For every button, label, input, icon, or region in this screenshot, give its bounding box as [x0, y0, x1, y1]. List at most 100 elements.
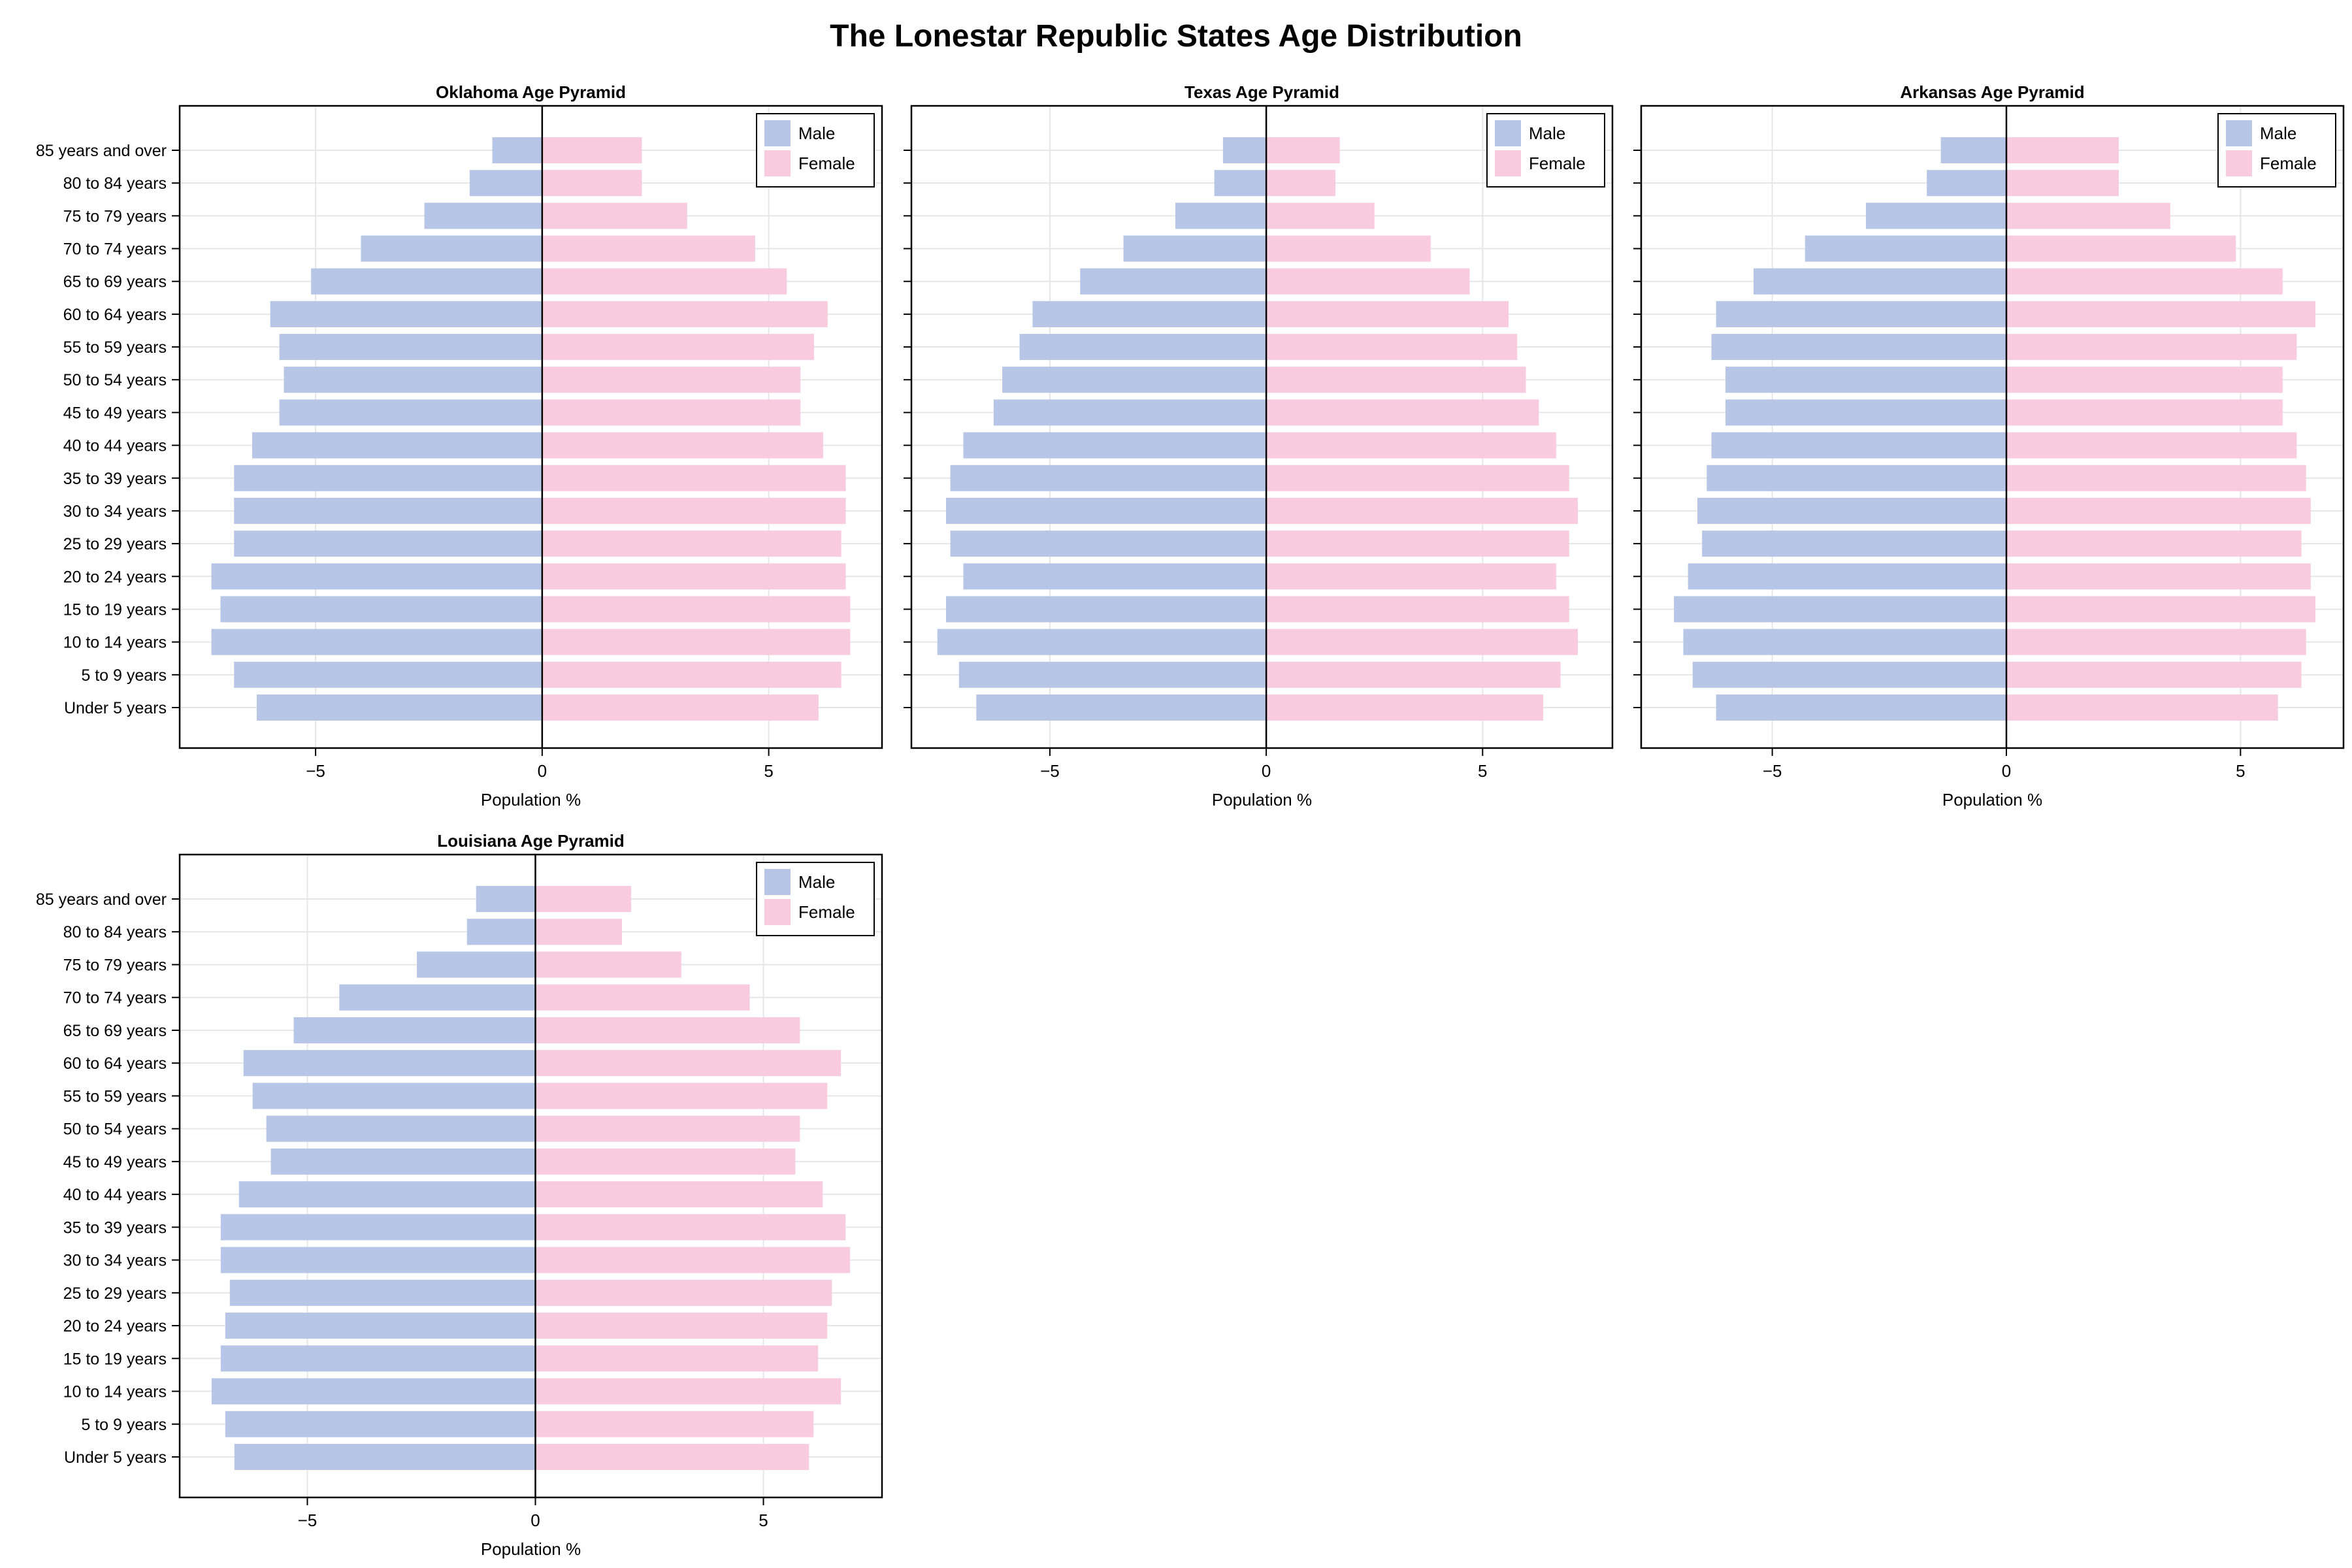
bar-male — [229, 1279, 536, 1306]
bar-male — [220, 596, 542, 623]
bar-male — [958, 661, 1267, 688]
bar-female — [2006, 694, 2278, 721]
y-tick-label: 30 to 34 years — [63, 1252, 167, 1270]
bar-male — [1019, 334, 1267, 361]
bar-male — [225, 1313, 536, 1339]
bar-female — [535, 1017, 800, 1043]
legend-label-female: Female — [1529, 154, 1586, 173]
bar-female — [1266, 367, 1526, 393]
bar-female — [2006, 432, 2297, 459]
bar-male — [945, 497, 1267, 524]
bar-male — [220, 1247, 536, 1273]
bar-male — [279, 399, 542, 426]
y-tick-label: 70 to 74 years — [63, 989, 167, 1007]
bar-female — [1266, 497, 1578, 524]
bar-male — [469, 170, 542, 197]
bar-female — [1266, 170, 1336, 197]
plot-frame — [1640, 105, 2345, 749]
bar-female — [1266, 301, 1509, 327]
bar-male — [1674, 596, 2006, 623]
bar-female — [1266, 203, 1375, 229]
y-tick-label: Under 5 years — [64, 699, 167, 717]
bar-male — [1754, 268, 2006, 295]
bar-female — [542, 661, 841, 688]
bar-female — [535, 886, 632, 912]
bar-female — [542, 301, 828, 327]
bar-female — [1266, 235, 1431, 262]
bar-male — [1805, 235, 2006, 262]
bar-female — [542, 268, 787, 295]
bar-male — [1707, 465, 2006, 491]
y-tick-label: 20 to 24 years — [63, 1317, 167, 1335]
bar-female — [2006, 137, 2119, 163]
legend-swatch-male — [1495, 120, 1521, 146]
x-axis-label: Population % — [481, 1539, 581, 1559]
panel-arkansas: Arkansas Age Pyramid −5 0 5 Population % Male… — [1633, 82, 2345, 809]
bar-male — [311, 268, 542, 295]
y-tick-label: 20 to 24 years — [63, 568, 167, 586]
bar-female — [535, 1313, 828, 1339]
bar-female — [542, 203, 687, 229]
bar-male — [211, 563, 542, 590]
y-tick-label: 75 to 79 years — [63, 207, 167, 225]
bar-male — [1725, 367, 2006, 393]
x-tick-label: 0 — [531, 1511, 540, 1530]
legend-label-female: Female — [2260, 154, 2317, 173]
bar-male — [466, 919, 536, 945]
legend: Male Female — [756, 113, 875, 188]
bar-male — [976, 694, 1267, 721]
x-tick-label: 0 — [538, 761, 547, 781]
bar-female — [542, 137, 642, 163]
bar-female — [1266, 465, 1569, 491]
bar-male — [1175, 203, 1267, 229]
y-tick-label: 55 to 59 years — [63, 338, 167, 357]
y-tick-label: 5 to 9 years — [81, 666, 167, 685]
bar-female — [542, 465, 846, 491]
legend-swatch-female — [764, 150, 791, 176]
bar-female — [1266, 399, 1539, 426]
legend-label-female: Female — [798, 154, 855, 173]
y-tick-label: 10 to 14 years — [63, 1383, 167, 1401]
legend: Male Female — [2217, 113, 2336, 188]
bar-male — [1711, 334, 2006, 361]
bar-male — [476, 886, 536, 912]
y-tick-label: 60 to 64 years — [63, 306, 167, 324]
plot-frame — [910, 105, 1614, 749]
x-tick-label: 5 — [764, 761, 773, 781]
legend-label-male: Male — [2260, 123, 2296, 143]
bar-male — [1080, 268, 1267, 295]
bar-female — [1266, 432, 1556, 459]
bar-male — [225, 1411, 536, 1437]
bar-female — [2006, 563, 2311, 590]
bar-male — [238, 1181, 536, 1208]
x-tick-label: 5 — [1478, 761, 1487, 781]
y-tick-label: 75 to 79 years — [63, 956, 167, 974]
bar-female — [2006, 170, 2119, 197]
y-tick-label: 80 to 84 years — [63, 923, 167, 941]
panel-title: Louisiana Age Pyramid — [437, 831, 625, 851]
x-tick-label: −5 — [1763, 761, 1782, 781]
bar-female — [535, 1378, 841, 1405]
bar-male — [211, 629, 542, 655]
y-tick-label: 25 to 29 years — [63, 1284, 167, 1303]
plot-frame — [178, 853, 883, 1499]
bar-male — [220, 1214, 536, 1241]
bar-male — [293, 1017, 536, 1043]
bar-female — [1266, 661, 1561, 688]
legend-label-male: Male — [1529, 123, 1565, 143]
bar-female — [1266, 596, 1569, 623]
bar-male — [1692, 661, 2006, 688]
y-tick-label: 65 to 69 years — [63, 273, 167, 291]
legend: Male Female — [1486, 113, 1605, 188]
y-tick-label: 60 to 64 years — [63, 1054, 167, 1073]
bar-male — [963, 432, 1267, 459]
bar-female — [542, 629, 851, 655]
bar-male — [492, 137, 542, 163]
panel-louisiana: Louisiana Age Pyramid Under 5 years 5 to 9… — [36, 831, 883, 1559]
bar-female — [2006, 203, 2170, 229]
bar-female — [535, 1148, 796, 1175]
bar-male — [243, 1050, 536, 1077]
bar-male — [950, 531, 1267, 557]
bar-male — [1866, 203, 2006, 229]
bar-male — [252, 432, 542, 459]
